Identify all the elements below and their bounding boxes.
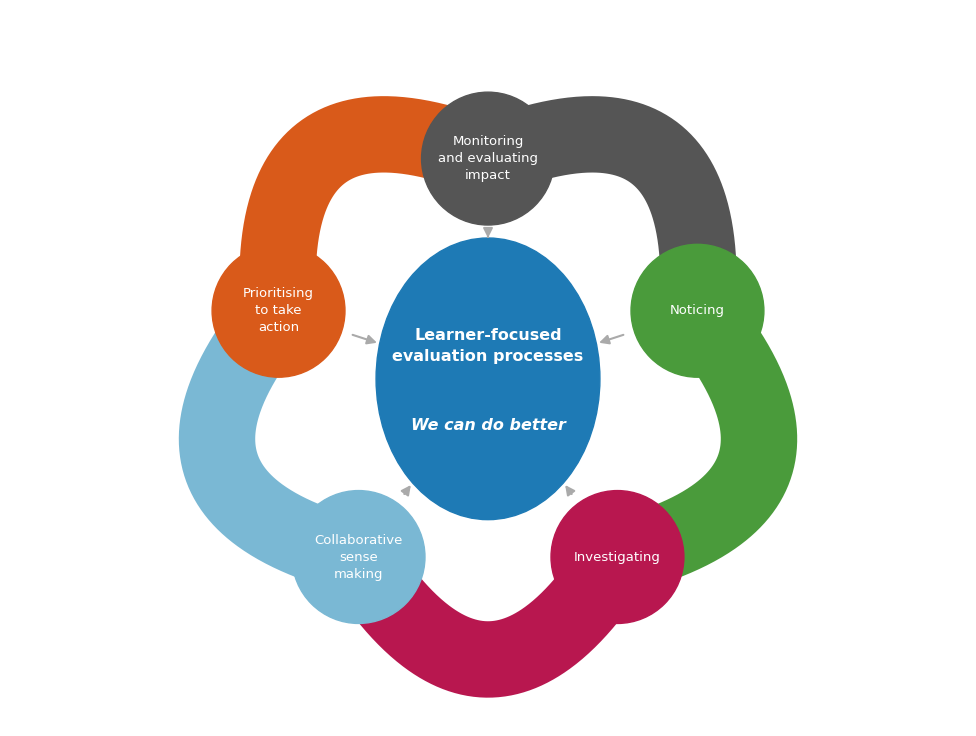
Circle shape: [422, 92, 554, 225]
Ellipse shape: [376, 238, 600, 520]
Circle shape: [631, 244, 764, 378]
Text: Noticing: Noticing: [670, 304, 725, 317]
Text: Investigating: Investigating: [574, 551, 661, 564]
Text: Monitoring
and evaluating
impact: Monitoring and evaluating impact: [438, 135, 538, 182]
Text: Prioritising
to take
action: Prioritising to take action: [243, 287, 314, 334]
Circle shape: [292, 491, 425, 623]
Circle shape: [551, 491, 684, 623]
Text: We can do better: We can do better: [411, 418, 565, 434]
Circle shape: [212, 244, 345, 378]
Text: Learner-focused
evaluation processes: Learner-focused evaluation processes: [392, 328, 584, 364]
Text: Collaborative
sense
making: Collaborative sense making: [314, 534, 403, 581]
